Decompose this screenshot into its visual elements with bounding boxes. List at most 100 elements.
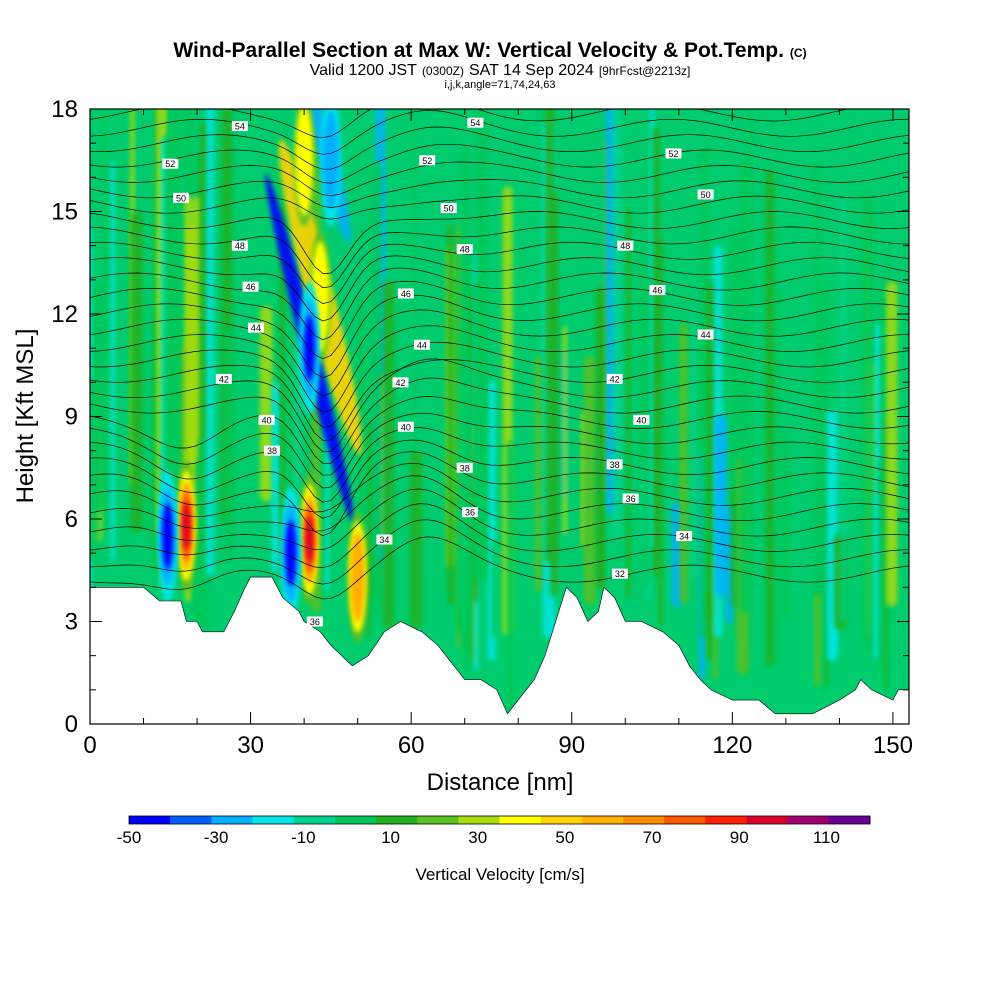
colorbar-swatch: [252, 816, 295, 824]
label-bg: [231, 121, 248, 132]
y-tick-label: 6: [65, 506, 78, 533]
label-text: 42: [219, 374, 229, 384]
label-text: 38: [460, 463, 470, 473]
theta-contour-line: [90, 341, 909, 428]
forecast-info: [9hrFcst@2213z]: [599, 64, 691, 78]
theta-contour-label: 32: [611, 568, 628, 579]
label-bg: [676, 531, 693, 542]
velocity-streak: [812, 162, 820, 615]
velocity-streak: [725, 506, 733, 624]
label-bg: [215, 373, 232, 384]
theta-contour-label: 42: [215, 373, 232, 384]
velocity-streak: [110, 162, 115, 561]
theta-contour-line: [90, 451, 909, 537]
x-axis-label: Distance [nm]: [427, 769, 574, 796]
theta-contour-label: 54: [231, 121, 248, 132]
colorbar-swatch: [540, 816, 583, 824]
label-text: 44: [701, 330, 711, 340]
label-bg: [397, 288, 414, 299]
velocity-streak: [814, 593, 821, 687]
theta-contour-label: 50: [173, 192, 189, 203]
theta-contour-line: [90, 412, 909, 489]
label-text: 44: [417, 340, 427, 350]
updraft-core: [305, 515, 314, 564]
theta-contour-line: [90, 359, 909, 441]
theta-contour-line: [90, 255, 909, 322]
colorbar-tick-label: 110: [813, 828, 840, 847]
label-bg: [258, 414, 275, 425]
velocity-streak: [224, 327, 234, 561]
theta-contour-line: [90, 226, 909, 289]
colorbar-swatch: [129, 816, 171, 824]
theta-contour-label: 52: [162, 158, 179, 169]
colorbar-swatch: [293, 816, 336, 824]
label-text: 50: [444, 204, 454, 214]
theta-contour-line: [90, 488, 909, 551]
label-text: 36: [626, 494, 636, 504]
velocity-streak: [409, 451, 423, 629]
velocity-streak: [170, 109, 181, 523]
label-bg: [467, 117, 484, 128]
theta-contour-line: [90, 439, 909, 519]
label-text: 34: [379, 535, 389, 545]
velocity-streak: [184, 195, 193, 530]
theta-contour-line: [90, 143, 909, 184]
velocity-streak: [780, 431, 792, 618]
label-text: 46: [401, 289, 411, 299]
label-bg: [611, 568, 628, 579]
theta-contour-line: [90, 195, 909, 220]
label-bg: [617, 240, 634, 251]
theta-contour-line: [90, 109, 850, 139]
colorbar-swatch: [376, 816, 418, 824]
colorbar-swatch: [334, 816, 377, 824]
theta-contour-label: 46: [397, 288, 414, 299]
velocity-streak: [461, 146, 471, 636]
theta-contour-label: 48: [617, 240, 634, 251]
velocity-streak: [549, 191, 559, 598]
updraft-core: [350, 532, 365, 622]
y-tick-label: 12: [51, 301, 78, 328]
label-bg: [440, 203, 457, 214]
theta-contour-line: [90, 241, 909, 304]
theta-contour-label: 40: [397, 421, 414, 432]
label-bg: [456, 244, 473, 255]
colorbar-swatch: [581, 816, 624, 824]
label-text: 42: [395, 378, 405, 388]
velocity-streak: [840, 197, 846, 622]
theta-contour-label: 46: [649, 285, 666, 296]
label-bg: [306, 616, 323, 627]
chart-title-unit: (C): [790, 46, 807, 60]
label-text: 36: [310, 617, 320, 627]
colorbar-tick-label: -30: [204, 828, 229, 847]
label-bg: [413, 339, 430, 350]
label-bg: [462, 507, 479, 518]
label-bg: [649, 285, 666, 296]
theta-contour-line: [90, 294, 909, 379]
label-text: 50: [701, 190, 711, 200]
label-bg: [264, 445, 280, 456]
label-bg: [606, 459, 623, 470]
label-text: 38: [267, 446, 277, 456]
label-text: 50: [176, 193, 186, 203]
label-bg: [633, 414, 650, 425]
velocity-streak: [679, 323, 688, 604]
valid-time: Valid 1200 JST: [310, 62, 418, 79]
plot-area: 32 34 34 36 36 38 38 38 40 40 40 42 42 42 44 44 44 46 46 46…: [90, 109, 909, 724]
theta-contour-line: [90, 179, 909, 208]
velocity-streak: [145, 465, 152, 540]
colorbar-tick-label: 10: [381, 828, 400, 847]
theta-contour-label: 50: [440, 203, 457, 214]
theta-contour-line: [90, 475, 909, 532]
velocity-streak: [382, 280, 395, 628]
label-bg: [665, 148, 682, 159]
theta-contour-line: [90, 309, 909, 397]
theta-contour-line: [90, 126, 909, 170]
colorbar-swatch: [705, 816, 747, 824]
chart-subtitle: Valid 1200 JST (0300Z) SAT 14 Sep 2024 [9hr…: [310, 62, 691, 79]
velocity-streak: [629, 387, 633, 537]
label-bg: [173, 192, 189, 203]
label-bg: [392, 377, 409, 388]
velocity-streak: [691, 306, 695, 581]
label-text: 36: [465, 508, 475, 518]
